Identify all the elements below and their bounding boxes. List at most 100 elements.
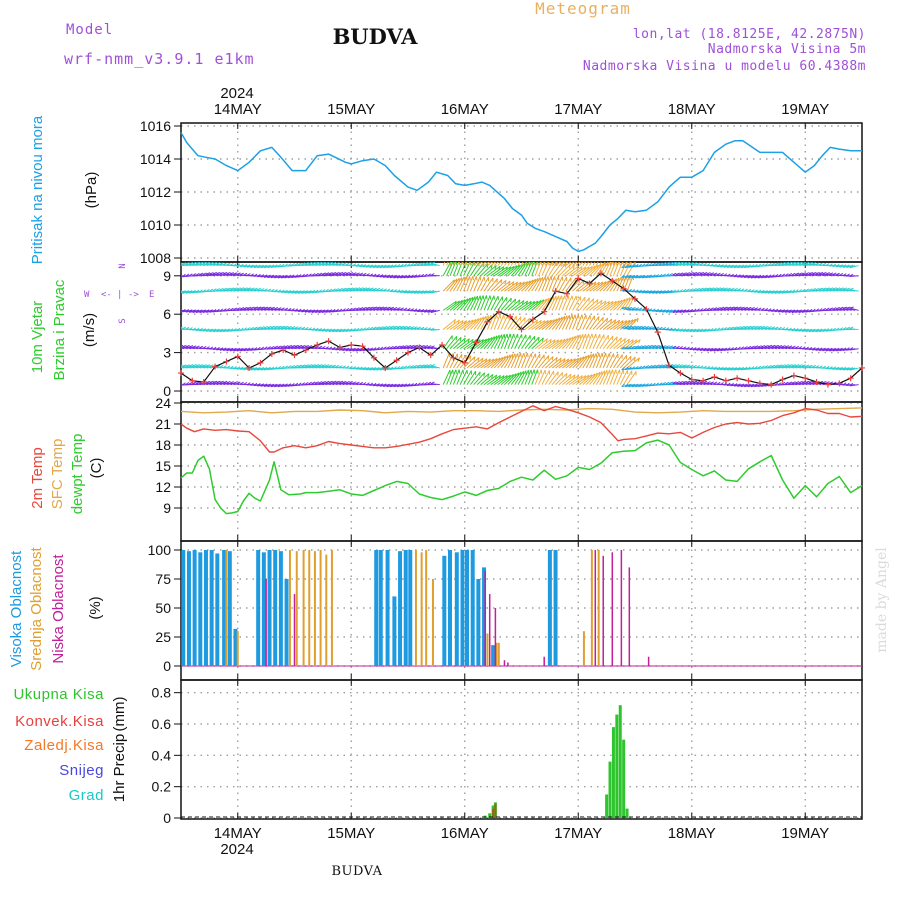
panels: 1008101010121014101603699121518212402550… — [140, 118, 865, 826]
wind-barb — [619, 355, 632, 369]
wind-barb-head — [709, 381, 714, 384]
wind-barb-head — [209, 364, 214, 367]
wind-barb-head — [500, 279, 503, 284]
wind-barb-head — [181, 274, 183, 277]
wind-barb-head — [628, 264, 632, 268]
wind-barb-head — [679, 309, 683, 313]
wind-barb-head — [410, 290, 414, 294]
wind-barb-head — [686, 328, 690, 333]
wind-barb-head — [328, 309, 333, 313]
wind-barb — [791, 262, 801, 267]
wind-barb — [626, 357, 640, 369]
wind-barb-head — [795, 309, 799, 313]
wind-barb — [805, 381, 815, 386]
wind-barb-head — [277, 289, 282, 293]
wind-barb-head — [571, 295, 574, 300]
wind-barb-head — [592, 298, 595, 303]
wind-barb-head — [658, 273, 663, 277]
wind-barb — [609, 369, 617, 385]
wind-barb-head — [696, 262, 701, 265]
wind-barb — [631, 326, 641, 331]
wind-barb — [672, 365, 682, 369]
wind-barb-head — [798, 289, 803, 293]
wind-barb-head — [345, 347, 350, 352]
wind-barb-head — [761, 345, 766, 348]
wind-barb-head — [229, 307, 234, 311]
wind-barb-head — [723, 306, 728, 309]
wind-barb-head — [416, 326, 422, 330]
wind-barb — [592, 316, 604, 330]
wind-barb-head — [274, 306, 279, 310]
wind-barb-head — [325, 328, 329, 332]
wind-barb-head — [304, 326, 309, 330]
wind-barb-head — [332, 262, 337, 265]
wind-barb-head — [301, 326, 306, 330]
wind-barb-head — [825, 287, 830, 290]
wind-barb-head — [689, 346, 694, 351]
wind-barb-head — [679, 380, 684, 384]
wind-barb-head — [709, 327, 714, 332]
wind-barb-head — [462, 369, 465, 374]
wind-barb-head — [845, 382, 850, 386]
wind-barb — [579, 265, 593, 277]
wind-barb-head — [236, 272, 241, 275]
wind-speed-point — [348, 341, 355, 348]
wind-barb — [602, 369, 611, 385]
wind-barb-head — [424, 345, 429, 348]
wind-barb-head — [202, 272, 207, 275]
wind-barb — [562, 374, 576, 385]
wind-barb-head — [452, 369, 454, 374]
wind-barb-head — [740, 306, 745, 309]
wind-barb-head — [427, 309, 431, 313]
wind-barb-head — [624, 325, 630, 329]
wind-barb — [616, 297, 628, 311]
wind-barb-head — [222, 262, 227, 266]
wind-barb — [555, 276, 563, 292]
wind-barb-head — [199, 345, 204, 349]
wind-barb-head — [682, 380, 687, 384]
wind-barb-head — [609, 353, 611, 358]
wind-barb-head — [825, 307, 830, 311]
wind-barb-head — [496, 278, 498, 283]
wind-barb-head — [757, 263, 762, 267]
wind-barb — [692, 289, 703, 292]
wind-barb-head — [216, 262, 221, 265]
wind-barb-head — [578, 279, 581, 284]
wind-barb-head — [845, 347, 850, 351]
wind-barb-head — [596, 299, 599, 304]
wind-barb-head — [297, 262, 302, 266]
wind-barb — [476, 295, 484, 311]
wind-barb — [788, 365, 798, 369]
wind-barb-head — [318, 364, 323, 367]
wind-barb-head — [362, 264, 367, 268]
wind-barb — [181, 348, 182, 349]
wind-barb-head — [393, 264, 397, 268]
wind-barb — [849, 348, 859, 351]
wind-barb-head — [243, 327, 248, 331]
wind-barb — [301, 365, 311, 369]
wind-barb — [544, 318, 558, 330]
wind-barb — [473, 316, 484, 330]
wind-barb-head — [352, 287, 357, 290]
wind-barb — [497, 333, 505, 349]
wind-barb — [638, 326, 648, 331]
wind-barb-head — [430, 289, 435, 294]
wind-barb-head — [427, 345, 432, 348]
wind-barb-head — [219, 328, 224, 333]
wind-barb-head — [757, 325, 762, 328]
wind-barb-head — [403, 365, 408, 369]
wind-barb — [565, 278, 576, 292]
cloud-mid-bar — [414, 550, 417, 666]
wind-barb — [616, 338, 630, 350]
wind-barb-head — [477, 254, 478, 258]
wind-barb-head — [713, 287, 718, 290]
wind-barb — [822, 273, 832, 277]
wind-barb-head — [294, 344, 299, 348]
wind-barb-head — [206, 272, 211, 275]
wind-barb-head — [723, 347, 728, 351]
wind-barb-head — [362, 272, 367, 276]
wind-barb — [463, 356, 476, 369]
wind-barb — [226, 273, 236, 277]
wind-barb — [757, 346, 767, 350]
